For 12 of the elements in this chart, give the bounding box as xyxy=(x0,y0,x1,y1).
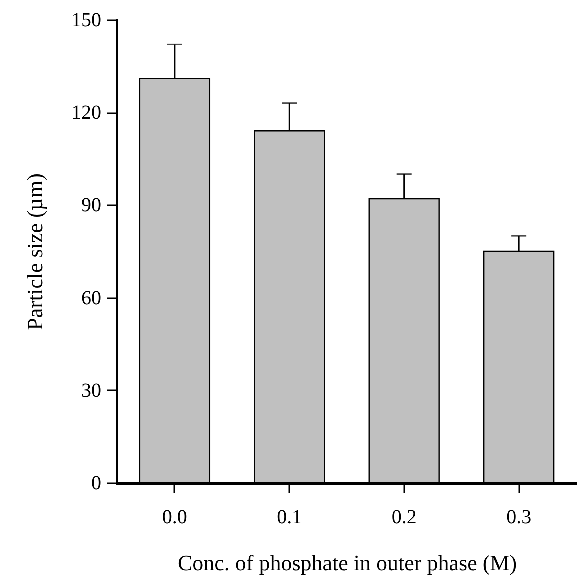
x-tick-label: 0.0 xyxy=(162,506,188,528)
y-tick-label: 30 xyxy=(82,380,102,402)
y-tick-label: 150 xyxy=(72,10,102,32)
x-tick-label: 0.2 xyxy=(392,506,417,528)
y-tick-label: 60 xyxy=(82,287,102,310)
x-tick-label: 0.3 xyxy=(506,506,532,528)
y-tick-label: 90 xyxy=(82,194,102,217)
y-axis-title: Particle size (µm) xyxy=(22,174,48,330)
x-tick-label: 0.1 xyxy=(277,506,302,528)
x-axis-title: Conc. of phosphate in outer phase (M) xyxy=(178,550,518,576)
y-tick-label: 0 xyxy=(92,472,102,494)
y-tick-label: 120 xyxy=(72,102,102,124)
